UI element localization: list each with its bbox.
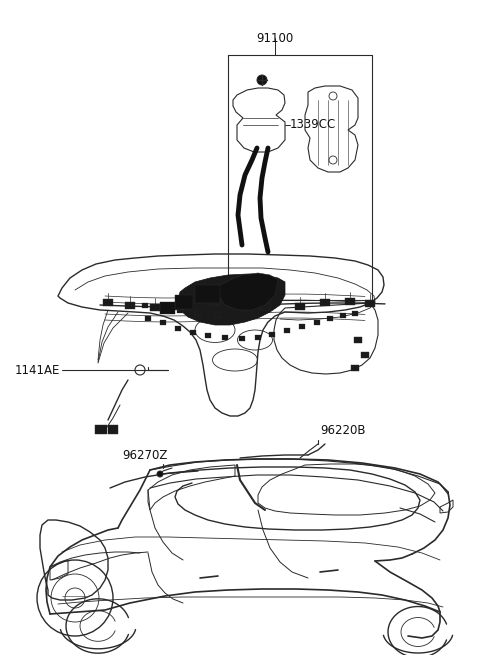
Bar	[103, 299, 113, 306]
Text: 96270Z: 96270Z	[122, 449, 168, 462]
Bar	[159, 306, 165, 311]
Text: 96220B: 96220B	[320, 424, 365, 437]
Bar	[205, 333, 211, 338]
Polygon shape	[195, 285, 220, 303]
Bar	[177, 308, 183, 313]
Bar	[260, 303, 270, 310]
Bar	[340, 313, 346, 318]
Bar	[215, 313, 221, 318]
Bar	[142, 303, 148, 308]
Bar	[314, 320, 320, 325]
Bar	[327, 316, 333, 321]
Bar	[352, 311, 358, 316]
Text: 91100: 91100	[256, 32, 294, 45]
Bar	[351, 365, 359, 371]
Bar	[160, 320, 166, 325]
Bar	[269, 332, 275, 337]
Bar	[320, 299, 330, 307]
Bar	[235, 299, 245, 307]
Bar	[190, 330, 196, 335]
Bar	[125, 302, 135, 309]
Bar	[345, 298, 355, 305]
Bar	[150, 304, 160, 311]
Bar	[108, 425, 118, 434]
Bar	[173, 303, 183, 310]
Polygon shape	[160, 302, 175, 314]
Bar	[365, 300, 375, 307]
Polygon shape	[178, 274, 285, 325]
Bar	[95, 425, 107, 434]
Bar	[255, 335, 261, 340]
Bar	[239, 336, 245, 341]
Bar	[361, 352, 369, 358]
Bar	[195, 311, 201, 316]
Bar	[354, 337, 362, 343]
Bar	[295, 303, 305, 310]
Bar	[222, 335, 228, 340]
Bar	[175, 326, 181, 331]
Circle shape	[157, 471, 163, 477]
Text: 1339CC: 1339CC	[290, 119, 336, 132]
Text: 1141AE: 1141AE	[14, 364, 60, 377]
Bar	[210, 298, 220, 305]
Bar	[299, 324, 305, 329]
Circle shape	[257, 75, 267, 85]
Polygon shape	[218, 273, 278, 310]
Polygon shape	[175, 295, 193, 309]
Bar	[284, 328, 290, 333]
Bar	[145, 316, 151, 321]
